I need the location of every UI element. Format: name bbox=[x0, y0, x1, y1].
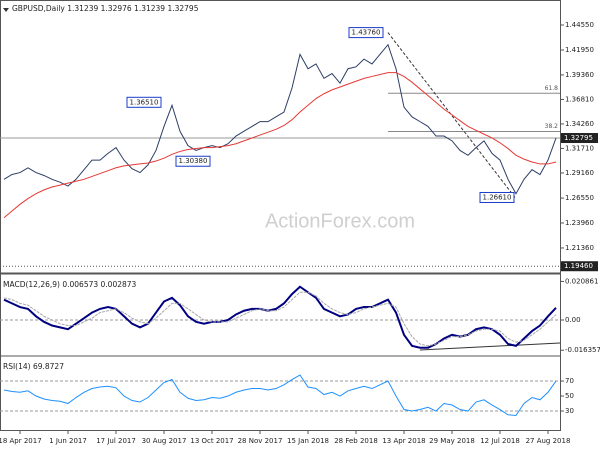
x-tick-label: 28 Nov 2017 bbox=[238, 437, 283, 445]
title-icon bbox=[3, 8, 9, 12]
series-line bbox=[3, 291, 557, 347]
x-tick-label: 28 Feb 2018 bbox=[334, 437, 378, 445]
fib-label: 38.2 bbox=[545, 123, 559, 130]
series-line bbox=[3, 374, 557, 417]
x-tick-label: 18 Apr 2017 bbox=[0, 437, 42, 445]
x-tick-label: 13 Oct 2017 bbox=[190, 437, 233, 445]
y-tick-label: 1.26550 bbox=[565, 194, 594, 202]
watermark: ActionForex.com bbox=[265, 210, 415, 232]
macd-trendline bbox=[419, 342, 561, 351]
price-box-label: 1.36510 bbox=[130, 98, 159, 106]
y-tick-label: 1.29160 bbox=[565, 169, 594, 177]
y-tick-label: 1.44550 bbox=[565, 21, 594, 29]
x-tick-label: 12 Jul 2018 bbox=[480, 437, 520, 445]
price-box bbox=[126, 96, 162, 108]
y-tick-label: 1.23960 bbox=[565, 219, 594, 227]
y-tick-label: 0.00 bbox=[565, 316, 581, 324]
y-tick-label: 70 bbox=[565, 377, 574, 385]
y-tick-label: 0.020861 bbox=[565, 277, 598, 285]
y-tick-label: 1.39360 bbox=[565, 71, 594, 79]
chart-title: RSI(14) 69.8727 bbox=[3, 362, 64, 371]
price-marker-label: 1.19460 bbox=[564, 262, 593, 270]
price-box-label: 1.43760 bbox=[352, 29, 381, 37]
y-tick-label: 1.36810 bbox=[565, 95, 594, 103]
chart-title: MACD(12,26,9) 0.006573 0.002873 bbox=[3, 280, 137, 289]
price-box-label: 1.26610 bbox=[483, 193, 512, 201]
price-box-label: 1.30380 bbox=[179, 157, 208, 165]
price-box bbox=[175, 155, 211, 167]
price-marker bbox=[561, 133, 598, 144]
y-tick-label: 1.41950 bbox=[565, 46, 594, 54]
chart-title: GBPUSD,Daily 1.31239 1.32976 1.31239 1.3… bbox=[12, 4, 199, 13]
x-tick-label: 29 May 2018 bbox=[429, 437, 475, 445]
x-tick-label: 27 Aug 2018 bbox=[526, 437, 571, 445]
price-marker-label: 1.32795 bbox=[564, 134, 593, 142]
x-tick-label: 13 Apr 2018 bbox=[382, 437, 425, 445]
y-tick-label: 1.31710 bbox=[565, 144, 594, 152]
x-tick-label: 1 Jun 2017 bbox=[49, 437, 87, 445]
x-tick-label: 17 Jul 2017 bbox=[96, 437, 136, 445]
y-tick-label: -0.016357 bbox=[565, 346, 600, 354]
price-marker bbox=[561, 261, 598, 272]
series-line bbox=[3, 72, 557, 219]
x-tick-label: 30 Aug 2017 bbox=[142, 437, 187, 445]
y-tick-label: 1.21360 bbox=[565, 244, 594, 252]
fib-label: 61.8 bbox=[545, 85, 559, 92]
price-box bbox=[479, 191, 515, 203]
price-box bbox=[348, 27, 384, 39]
y-tick-label: 50 bbox=[565, 392, 574, 400]
series-line bbox=[3, 285, 557, 349]
series-line bbox=[3, 43, 557, 195]
y-tick-label: 1.34260 bbox=[565, 120, 594, 128]
y-tick-label: 30 bbox=[565, 407, 574, 415]
x-tick-label: 15 Jan 2018 bbox=[287, 437, 329, 445]
plot-frame bbox=[0, 0, 561, 431]
